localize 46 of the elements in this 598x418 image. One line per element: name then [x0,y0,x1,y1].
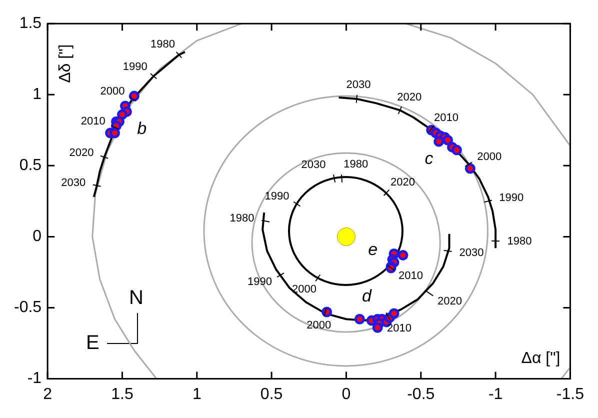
annotation: 2000 [292,283,316,296]
annotation: 2000 [306,320,332,332]
annotation: E [86,332,100,354]
x-tick-label: -1 [488,386,503,403]
annotation: 2030 [459,246,484,259]
series-label: c [424,148,434,168]
y-tick-label: 1.5 [19,15,42,32]
series-label: b [137,119,147,138]
annotation: 2020 [390,176,415,188]
annotation: 2030 [346,78,371,91]
annotation: 2010 [386,322,412,335]
annotation: 2020 [397,91,422,104]
annotation: 1990 [499,192,524,204]
x-axis-title: Δα ["] [521,350,560,368]
annotation: 2020 [437,295,462,308]
y-tick-label: -0.5 [14,299,42,316]
y-tick-label: -1 [27,370,42,388]
annotation: 1980 [344,158,368,171]
series-label: e [368,240,378,259]
x-tick-label: 1.5 [111,386,134,403]
annotation: 1980 [507,235,532,248]
annotation: 2000 [477,151,502,164]
y-tick-label: 0.5 [19,157,42,174]
annotation: 1980 [230,212,254,224]
x-tick-label: 2 [43,386,52,403]
x-tick-label: -1.5 [556,386,584,403]
annotation: 1990 [264,190,290,202]
annotation: 1990 [122,61,148,74]
y-tick-label: 0 [32,228,42,246]
annotation: 2010 [398,270,423,282]
annotation: 1990 [248,276,272,288]
annotation: 2000 [100,85,125,98]
annotation: 2030 [61,176,86,189]
annotation: 2020 [69,146,94,159]
x-tick-label: 0.5 [260,386,283,403]
annotation: N [129,287,144,309]
x-tick-label: -0.5 [407,386,435,403]
annotation: 2010 [80,115,106,128]
y-axis-title: Δδ ["] [56,44,74,83]
x-tick-label: 0 [342,386,351,403]
annotation: 1980 [150,38,175,51]
y-tick-label: 1 [32,86,42,104]
annotation: 2010 [434,112,458,124]
x-tick-label: 1 [192,386,202,403]
annotation: 2030 [301,158,326,171]
series-label: d [362,286,372,306]
